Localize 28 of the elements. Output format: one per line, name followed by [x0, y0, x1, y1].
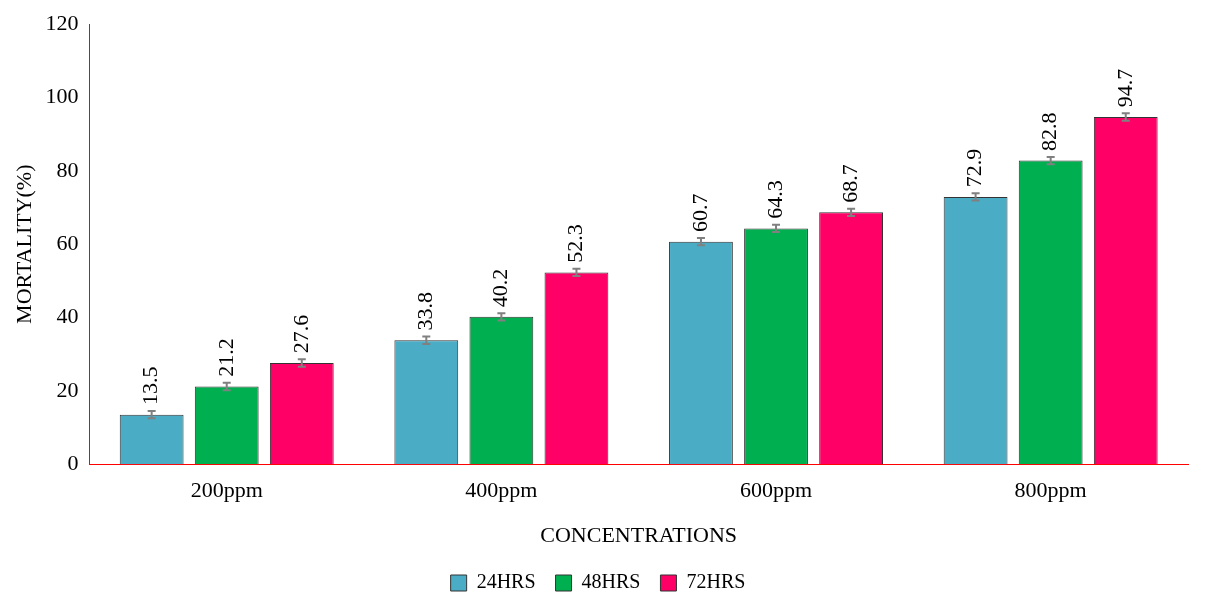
- x-tick-label: 600ppm: [739, 477, 813, 503]
- data-label: 27.6: [287, 314, 313, 354]
- y-tick-label: 80: [56, 156, 79, 182]
- data-label: 94.7: [1111, 68, 1137, 108]
- x-tick-label: 400ppm: [465, 477, 538, 503]
- legend-label: 72HRS: [686, 570, 746, 593]
- data-label: 60.7: [686, 193, 712, 232]
- y-tick-label: 40: [56, 303, 79, 329]
- y-tick-label: 120: [45, 9, 79, 35]
- x-axis-title: CONCENTRATIONS: [540, 521, 738, 547]
- data-label: 33.8: [412, 292, 438, 331]
- legend-label: 48HRS: [581, 570, 641, 593]
- data-label: 13.5: [137, 366, 163, 406]
- legend-label: 24HRS: [476, 570, 536, 593]
- data-label: 82.8: [1036, 112, 1062, 151]
- x-tick-label: 800ppm: [1014, 477, 1087, 503]
- y-tick-label: 100: [45, 83, 79, 109]
- data-label: 68.7: [836, 164, 862, 203]
- y-tick-label: 0: [67, 449, 79, 475]
- data-label: 40.2: [487, 268, 513, 308]
- y-axis-title: MORTALITY(%): [10, 164, 36, 324]
- data-label: 72.9: [961, 148, 987, 188]
- y-tick-label: 60: [56, 229, 79, 255]
- data-label: 64.3: [761, 180, 787, 219]
- data-label: 52.3: [562, 224, 588, 263]
- y-tick-label: 20: [56, 376, 79, 402]
- data-label: 21.2: [212, 338, 238, 377]
- x-tick-label: 200ppm: [190, 477, 263, 503]
